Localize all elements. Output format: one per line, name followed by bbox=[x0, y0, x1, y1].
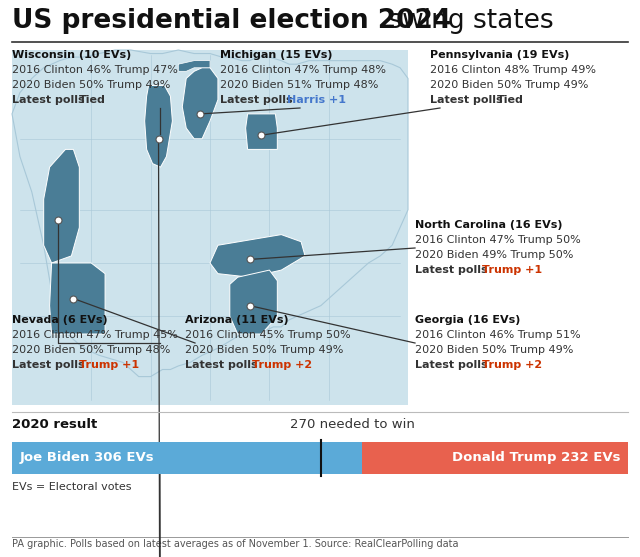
Polygon shape bbox=[179, 61, 210, 71]
Text: 2016 Clinton 46% Trump 51%: 2016 Clinton 46% Trump 51% bbox=[415, 330, 580, 340]
Text: Latest polls: Latest polls bbox=[430, 95, 506, 105]
Text: 2020 Biden 50% Trump 48%: 2020 Biden 50% Trump 48% bbox=[12, 345, 170, 355]
Text: Trump +1: Trump +1 bbox=[79, 360, 139, 370]
Text: 2016 Clinton 47% Trump 45%: 2016 Clinton 47% Trump 45% bbox=[12, 330, 178, 340]
Text: Georgia (16 EVs): Georgia (16 EVs) bbox=[415, 315, 520, 325]
Text: Latest polls: Latest polls bbox=[415, 265, 492, 275]
Polygon shape bbox=[182, 68, 218, 139]
Text: PA graphic. Polls based on latest averages as of November 1. Source: RealClearPo: PA graphic. Polls based on latest averag… bbox=[12, 539, 458, 549]
Text: 270 needed to win: 270 needed to win bbox=[290, 418, 415, 431]
Polygon shape bbox=[230, 270, 277, 334]
Text: Latest polls: Latest polls bbox=[415, 360, 492, 370]
Text: Tied: Tied bbox=[79, 95, 106, 105]
Bar bbox=[12, 50, 408, 405]
Text: Tied: Tied bbox=[497, 95, 524, 105]
Text: Trump +1: Trump +1 bbox=[482, 265, 542, 275]
Text: Trump +2: Trump +2 bbox=[252, 360, 312, 370]
Text: Arizona (11 EVs): Arizona (11 EVs) bbox=[185, 315, 289, 325]
Text: 2020 Biden 50% Trump 49%: 2020 Biden 50% Trump 49% bbox=[415, 345, 573, 355]
Text: Wisconsin (10 EVs): Wisconsin (10 EVs) bbox=[12, 50, 131, 60]
Text: Pennsylvania (19 EVs): Pennsylvania (19 EVs) bbox=[430, 50, 570, 60]
Text: 2016 Clinton 48% Trump 49%: 2016 Clinton 48% Trump 49% bbox=[430, 65, 596, 75]
Text: 2020 Biden 50% Trump 49%: 2020 Biden 50% Trump 49% bbox=[12, 80, 170, 90]
Text: 2016 Clinton 45% Trump 50%: 2016 Clinton 45% Trump 50% bbox=[185, 330, 351, 340]
Polygon shape bbox=[44, 149, 79, 263]
Text: 2020 Biden 50% Trump 49%: 2020 Biden 50% Trump 49% bbox=[430, 80, 588, 90]
Text: swing states: swing states bbox=[380, 8, 554, 34]
Text: EVs = Electoral votes: EVs = Electoral votes bbox=[12, 482, 131, 492]
Text: Joe Biden 306 EVs: Joe Biden 306 EVs bbox=[20, 452, 155, 465]
Polygon shape bbox=[12, 50, 408, 377]
Text: 2020 Biden 51% Trump 48%: 2020 Biden 51% Trump 48% bbox=[220, 80, 378, 90]
Bar bbox=[362, 442, 628, 474]
Text: 2020 result: 2020 result bbox=[12, 418, 97, 431]
Text: Michigan (15 EVs): Michigan (15 EVs) bbox=[220, 50, 333, 60]
Text: Latest polls: Latest polls bbox=[12, 360, 88, 370]
Text: 2020 Biden 50% Trump 49%: 2020 Biden 50% Trump 49% bbox=[185, 345, 344, 355]
Text: 2020 Biden 49% Trump 50%: 2020 Biden 49% Trump 50% bbox=[415, 250, 573, 260]
Text: 2016 Clinton 47% Trump 50%: 2016 Clinton 47% Trump 50% bbox=[415, 235, 580, 245]
Text: North Carolina (16 EVs): North Carolina (16 EVs) bbox=[415, 220, 563, 230]
Text: Latest polls: Latest polls bbox=[12, 95, 88, 105]
Polygon shape bbox=[50, 263, 105, 334]
Text: Donald Trump 232 EVs: Donald Trump 232 EVs bbox=[451, 452, 620, 465]
Text: Latest polls: Latest polls bbox=[185, 360, 262, 370]
Polygon shape bbox=[210, 234, 305, 277]
Polygon shape bbox=[246, 114, 277, 149]
Text: Nevada (6 EVs): Nevada (6 EVs) bbox=[12, 315, 108, 325]
Text: Latest polls: Latest polls bbox=[220, 95, 296, 105]
Text: 2016 Clinton 46% Trump 47%: 2016 Clinton 46% Trump 47% bbox=[12, 65, 178, 75]
Text: 2016 Clinton 47% Trump 48%: 2016 Clinton 47% Trump 48% bbox=[220, 65, 386, 75]
Polygon shape bbox=[145, 86, 172, 167]
Bar bbox=[12, 442, 362, 474]
Text: Harris +1: Harris +1 bbox=[287, 95, 346, 105]
Text: US presidential election 2024: US presidential election 2024 bbox=[12, 8, 451, 34]
Text: Trump +2: Trump +2 bbox=[482, 360, 542, 370]
